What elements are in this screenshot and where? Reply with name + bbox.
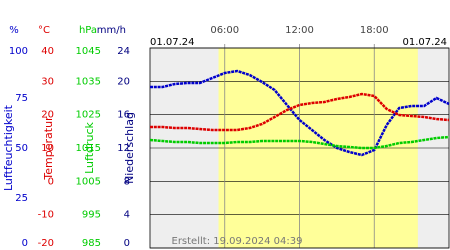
y-tick-label: 985: [82, 238, 101, 249]
y-tick-label: 20: [117, 76, 130, 87]
axis-unit: °C: [38, 25, 50, 36]
y-tick-label: 1025: [76, 110, 101, 121]
y-tick-label: 24: [117, 46, 130, 57]
y-tick-label: 995: [82, 210, 101, 221]
y-tick-label: -20: [38, 238, 54, 249]
y-tick-label: 0: [22, 238, 28, 249]
axis-title: Luftdruck: [83, 121, 96, 173]
plot-border: [149, 47, 450, 249]
axis-unit: mm/h: [97, 25, 126, 36]
y-tick-label: 0: [48, 176, 54, 187]
series-line: [149, 135, 450, 150]
x-tick-label: 18:00: [360, 25, 389, 36]
axis-unit: %: [9, 25, 19, 36]
series-line: [150, 69, 450, 157]
footer: Erstellt: 19.09.2024 04:39: [172, 236, 303, 247]
axis-title: Niederschlag: [123, 112, 136, 184]
date-right: 01.07.24: [402, 37, 447, 48]
y-tick-label: 12: [117, 143, 130, 154]
y-tick-label: 4: [124, 210, 130, 221]
y-tick-label: 10: [41, 143, 54, 154]
y-tick-label: 100: [9, 46, 28, 57]
series-line: [150, 92, 450, 132]
x-tick-label: 06:00: [210, 25, 239, 36]
y-tick-label: 1045: [76, 46, 101, 57]
y-tick-label: 1005: [76, 176, 101, 187]
y-tick-label: 8: [124, 176, 130, 187]
y-tick-label: 30: [41, 76, 54, 87]
y-tick-label: 40: [41, 46, 54, 57]
date-left: 01.07.24: [150, 37, 195, 48]
x-tick-label: 12:00: [285, 25, 314, 36]
y-tick-label: 50: [15, 143, 28, 154]
y-tick-label: 16: [117, 110, 130, 121]
y-tick-label: 0: [124, 238, 130, 249]
axis-title: Temperatur: [42, 116, 55, 181]
y-tick-label: 75: [15, 93, 28, 104]
y-tick-label: 20: [41, 110, 54, 121]
axis-title: Luftfeuchtigkeit: [2, 104, 15, 191]
axis-unit: hPa: [79, 25, 97, 36]
y-tick-label: 1015: [76, 143, 101, 154]
y-tick-label: -10: [38, 210, 54, 221]
y-tick-label: 1035: [76, 76, 101, 87]
y-tick-label: 25: [15, 193, 28, 204]
